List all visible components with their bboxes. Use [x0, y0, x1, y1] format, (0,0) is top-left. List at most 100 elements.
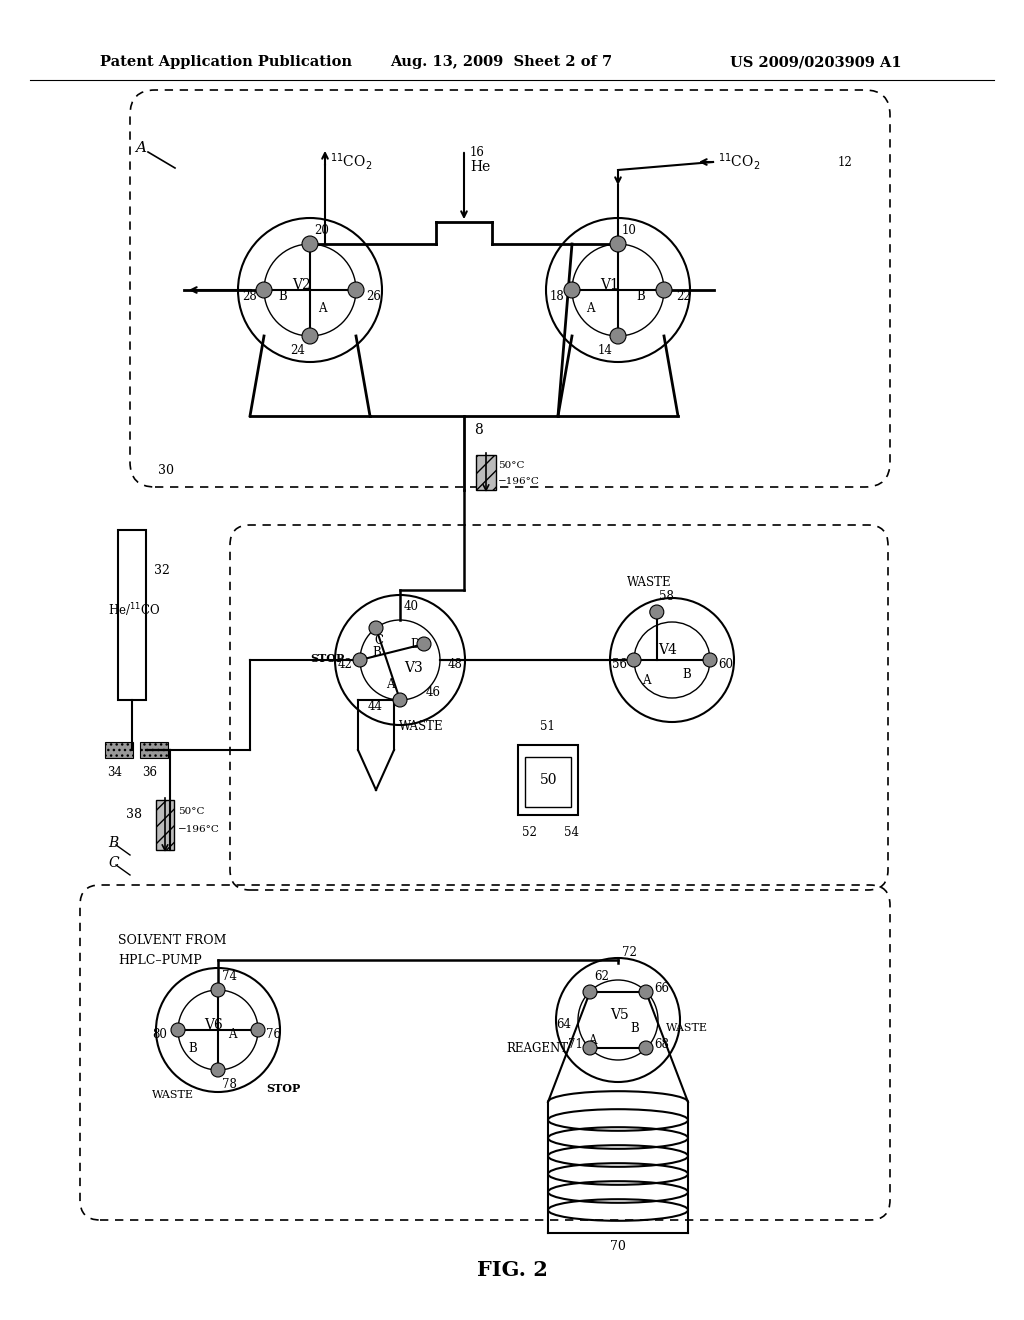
Text: WASTE: WASTE: [627, 576, 672, 589]
Text: 54: 54: [564, 826, 579, 840]
Text: 22: 22: [676, 289, 691, 302]
Text: B: B: [188, 1041, 197, 1055]
Circle shape: [703, 653, 717, 667]
Text: $^{11}$CO$_2$: $^{11}$CO$_2$: [718, 152, 760, 173]
Text: He: He: [470, 160, 490, 174]
Text: 56: 56: [612, 657, 627, 671]
Text: 62: 62: [594, 969, 609, 982]
Text: A: A: [228, 1028, 237, 1041]
Text: REAGENT: REAGENT: [506, 1041, 568, 1055]
Circle shape: [610, 236, 626, 252]
Text: B: B: [682, 668, 691, 681]
Bar: [525, 756, 571, 807]
Text: A: A: [586, 301, 595, 314]
Circle shape: [256, 282, 272, 298]
Text: D: D: [410, 638, 420, 651]
Circle shape: [353, 653, 367, 667]
Circle shape: [251, 1023, 265, 1038]
Text: 10: 10: [622, 223, 637, 236]
Text: 12: 12: [838, 156, 853, 169]
Text: 20: 20: [314, 223, 329, 236]
Text: V6: V6: [204, 1018, 223, 1032]
Text: 38: 38: [126, 808, 142, 821]
Text: A: A: [386, 677, 394, 690]
Text: 74: 74: [222, 969, 237, 982]
Text: V4: V4: [658, 643, 677, 657]
Circle shape: [417, 638, 431, 651]
Text: 70: 70: [610, 1239, 626, 1253]
Text: 50°C: 50°C: [498, 461, 524, 470]
Text: 51: 51: [540, 721, 555, 734]
Text: 44: 44: [368, 700, 383, 713]
Text: FIG. 2: FIG. 2: [476, 1261, 548, 1280]
Text: SOLVENT FROM: SOLVENT FROM: [118, 933, 226, 946]
Bar: [105, 742, 133, 758]
Circle shape: [639, 985, 653, 999]
Text: 72: 72: [622, 945, 637, 958]
Circle shape: [639, 1041, 653, 1055]
Text: 64: 64: [556, 1018, 571, 1031]
Text: 42: 42: [338, 659, 353, 672]
Text: He/$^{11}$CO: He/$^{11}$CO: [108, 601, 160, 619]
Circle shape: [348, 282, 364, 298]
Circle shape: [564, 282, 580, 298]
Text: STOP: STOP: [266, 1082, 300, 1093]
Circle shape: [171, 1023, 185, 1038]
Text: V2: V2: [292, 279, 310, 292]
Text: 46: 46: [426, 685, 441, 698]
Text: 8: 8: [474, 422, 482, 437]
Text: C: C: [374, 634, 383, 647]
Circle shape: [583, 985, 597, 999]
Bar: [156, 800, 174, 850]
Text: 28: 28: [242, 289, 257, 302]
Text: B: B: [278, 289, 287, 302]
Text: A: A: [135, 141, 146, 154]
Text: −196°C: −196°C: [178, 825, 220, 834]
Text: 30: 30: [158, 463, 174, 477]
Text: B: B: [630, 1022, 639, 1035]
Text: 18: 18: [550, 289, 565, 302]
Text: Aug. 13, 2009  Sheet 2 of 7: Aug. 13, 2009 Sheet 2 of 7: [390, 55, 612, 69]
Bar: [118, 531, 146, 700]
Text: 34: 34: [106, 766, 122, 779]
Text: 58: 58: [658, 590, 674, 602]
Text: −196°C: −196°C: [498, 477, 540, 486]
Text: C: C: [108, 855, 119, 870]
Text: Patent Application Publication: Patent Application Publication: [100, 55, 352, 69]
Text: V1: V1: [600, 279, 618, 292]
Text: 80: 80: [152, 1027, 167, 1040]
Circle shape: [302, 327, 318, 345]
Text: V3: V3: [404, 661, 423, 675]
Text: STOP: STOP: [310, 652, 344, 664]
Text: 36: 36: [142, 766, 157, 779]
Circle shape: [369, 620, 383, 635]
Text: B: B: [108, 836, 118, 850]
Text: 71: 71: [568, 1038, 583, 1051]
Text: 78: 78: [222, 1077, 237, 1090]
Text: WASTE: WASTE: [152, 1090, 194, 1100]
Text: 32: 32: [154, 564, 170, 577]
Text: 24: 24: [290, 343, 305, 356]
Text: HPLC–PUMP: HPLC–PUMP: [118, 953, 202, 966]
Text: 50: 50: [540, 774, 557, 787]
Bar: [476, 455, 496, 490]
Text: 60: 60: [718, 657, 733, 671]
Text: WASTE: WASTE: [399, 721, 443, 734]
Text: A: A: [642, 673, 650, 686]
Circle shape: [650, 605, 664, 619]
Bar: [518, 744, 578, 814]
Circle shape: [656, 282, 672, 298]
Circle shape: [302, 236, 318, 252]
Text: B: B: [636, 289, 645, 302]
Circle shape: [627, 653, 641, 667]
Text: WASTE: WASTE: [666, 1023, 708, 1034]
Text: 66: 66: [654, 982, 669, 994]
Text: 16: 16: [470, 147, 485, 160]
Text: A: A: [318, 301, 327, 314]
Circle shape: [211, 983, 225, 997]
Text: A: A: [588, 1034, 597, 1047]
Text: 26: 26: [366, 289, 381, 302]
Text: V5: V5: [610, 1008, 629, 1022]
Circle shape: [211, 1063, 225, 1077]
Bar: [140, 742, 168, 758]
